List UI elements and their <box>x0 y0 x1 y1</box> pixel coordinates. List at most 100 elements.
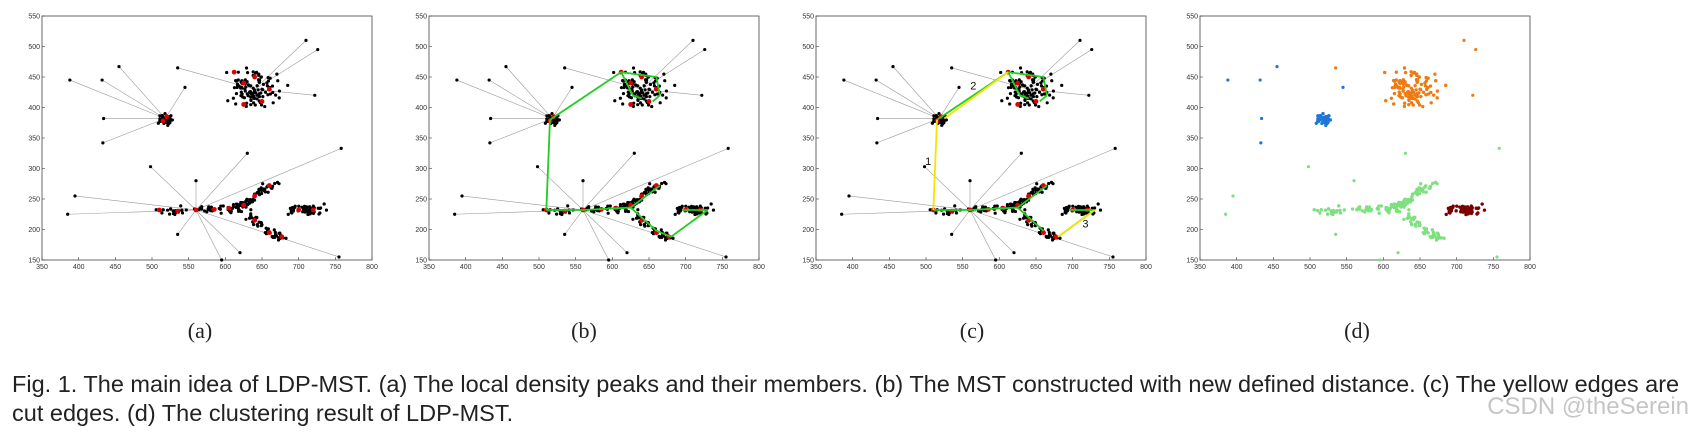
data-point <box>704 212 708 216</box>
mst-edge <box>1019 94 1029 100</box>
data-point <box>236 70 240 74</box>
data-point <box>618 203 623 207</box>
data-point <box>1023 208 1027 212</box>
data-point <box>1384 99 1388 103</box>
data-point <box>226 99 230 103</box>
cut-edge-label: 3 <box>1082 218 1088 230</box>
data-point <box>1367 205 1372 209</box>
data-point <box>239 85 244 89</box>
outlier-point <box>840 212 844 216</box>
x-tick-label: 400 <box>73 264 85 271</box>
data-point <box>658 101 662 105</box>
data-point <box>1026 223 1030 227</box>
data-point <box>650 104 654 109</box>
y-tick-label: 450 <box>28 75 40 82</box>
outlier-point <box>874 78 878 82</box>
density-peak <box>639 193 645 199</box>
data-point <box>251 70 255 74</box>
outlier-point <box>1275 65 1279 69</box>
density-peak <box>646 99 652 104</box>
data-point <box>636 98 640 103</box>
data-point <box>1051 231 1055 235</box>
outlier-point <box>1113 146 1117 150</box>
outlier-point <box>535 165 540 169</box>
data-point <box>277 182 281 186</box>
data-point <box>983 205 987 209</box>
data-point <box>1458 205 1462 209</box>
member-link <box>102 118 166 144</box>
data-point <box>652 84 657 88</box>
data-point <box>612 70 616 75</box>
y-tick-label: 300 <box>415 166 427 173</box>
data-point <box>1326 120 1330 125</box>
cut-edge-label: 1 <box>925 156 931 168</box>
x-tick-label: 350 <box>36 264 48 271</box>
data-point <box>1402 66 1407 70</box>
outlier-point <box>1231 194 1235 198</box>
data-point <box>231 203 236 207</box>
data-point <box>1469 204 1474 208</box>
x-tick-label: 800 <box>753 264 765 271</box>
data-point <box>1404 83 1409 87</box>
data-point <box>687 205 691 209</box>
data-point <box>1326 207 1331 211</box>
data-point <box>1329 211 1334 216</box>
data-point <box>1435 89 1440 93</box>
data-point <box>1319 118 1324 122</box>
data-point <box>254 91 258 95</box>
data-point <box>1338 208 1342 212</box>
data-point <box>1338 211 1343 215</box>
data-point <box>1025 70 1029 74</box>
data-point <box>234 78 238 83</box>
data-point <box>1397 90 1401 94</box>
member-link <box>150 166 197 211</box>
data-point <box>291 207 295 211</box>
data-point <box>169 207 173 211</box>
data-point <box>1060 83 1064 87</box>
member-link <box>892 66 940 119</box>
outlier-point <box>607 258 611 262</box>
data-point <box>1047 181 1051 186</box>
outlier-point <box>1111 255 1115 259</box>
data-point <box>253 103 257 107</box>
data-point <box>1379 204 1383 208</box>
x-tick-label: 750 <box>716 264 728 271</box>
x-tick-label: 500 <box>146 264 158 271</box>
data-point <box>1413 215 1417 220</box>
x-tick-label: 650 <box>256 264 268 271</box>
data-point <box>1419 182 1423 186</box>
outlier-point <box>875 141 879 145</box>
density-peak <box>160 118 166 124</box>
data-point <box>1035 82 1040 87</box>
subfigure-label-a: (a) <box>187 318 213 343</box>
mst-edge <box>549 71 622 121</box>
data-point <box>1009 85 1013 90</box>
data-point <box>937 111 941 116</box>
data-point <box>1424 75 1428 80</box>
data-point <box>1029 97 1033 101</box>
data-point <box>1046 228 1050 232</box>
member-link <box>537 166 584 211</box>
outlier-point <box>176 232 180 236</box>
data-point <box>1429 90 1433 95</box>
data-point <box>266 93 270 97</box>
data-point <box>166 208 170 212</box>
y-tick-label: 350 <box>802 136 814 143</box>
y-tick-label: 450 <box>415 75 427 82</box>
data-point <box>1417 191 1422 196</box>
data-point <box>158 119 162 123</box>
outlier-point <box>1226 78 1230 82</box>
outlier-point <box>339 146 343 150</box>
x-tick-label: 600 <box>606 264 618 271</box>
data-point <box>1358 207 1362 211</box>
outlier-point <box>563 232 567 236</box>
data-point <box>1328 118 1333 122</box>
y-tick-label: 400 <box>802 105 814 112</box>
data-point <box>257 92 261 96</box>
data-point <box>945 211 950 216</box>
data-point <box>1413 84 1417 88</box>
data-point <box>1322 120 1327 125</box>
x-tick-label: 650 <box>1414 264 1426 271</box>
data-point <box>276 238 281 242</box>
member-link <box>1028 49 1092 90</box>
